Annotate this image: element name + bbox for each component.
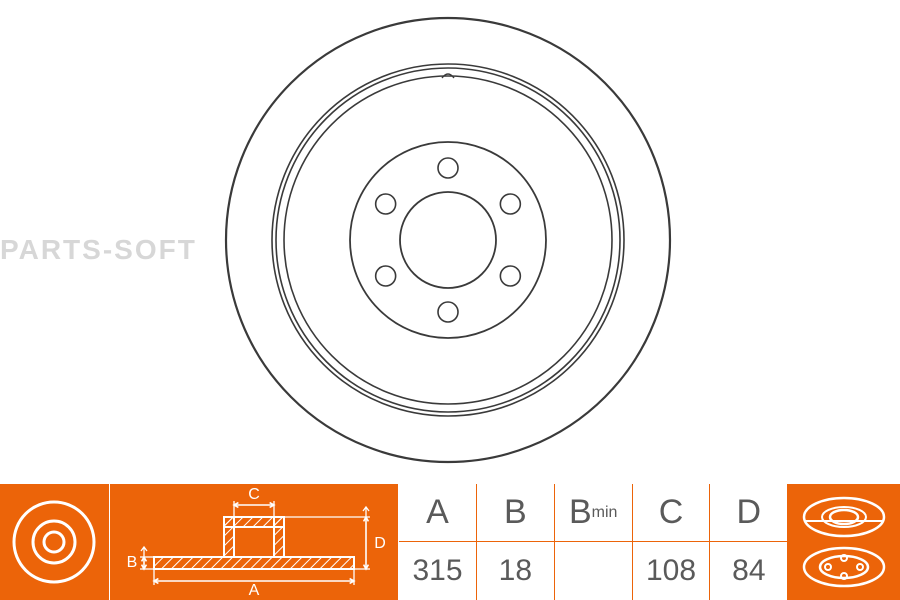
dim-value: 315: [399, 542, 476, 600]
spec-panel: ACBD A315B18BminC108D84: [0, 484, 900, 600]
dim-col-d: D84: [710, 484, 788, 600]
disc-oblique-icon: [799, 494, 889, 540]
dim-header: B: [477, 484, 554, 542]
cross-section-cell: A C B D: [110, 484, 399, 600]
svg-text:D: D: [374, 535, 386, 552]
dim-col-c: C108: [633, 484, 711, 600]
dim-value: [555, 542, 632, 600]
svg-text:B: B: [127, 554, 138, 571]
dim-header: Bmin: [555, 484, 632, 542]
dim-value: 108: [633, 542, 710, 600]
svg-text:A: A: [249, 582, 260, 597]
dim-col-a: A315: [399, 484, 477, 600]
cross-section-svg: A C B D: [114, 487, 394, 597]
disc-front-icon: [11, 499, 97, 585]
dim-col-b: B18: [477, 484, 555, 600]
dim-header: A: [399, 484, 476, 542]
dim-header: D: [710, 484, 787, 542]
brake-disc-drawing: [0, 0, 900, 478]
disc-svg: [0, 0, 900, 478]
dim-value: 84: [710, 542, 787, 600]
svg-text:C: C: [248, 487, 260, 503]
disc-rear-icon: [799, 544, 889, 590]
side-icons-cell: [788, 484, 900, 600]
dim-col-bmin: Bmin: [555, 484, 633, 600]
front-icon-cell: [0, 484, 110, 600]
dim-value: 18: [477, 542, 554, 600]
dim-header: C: [633, 484, 710, 542]
